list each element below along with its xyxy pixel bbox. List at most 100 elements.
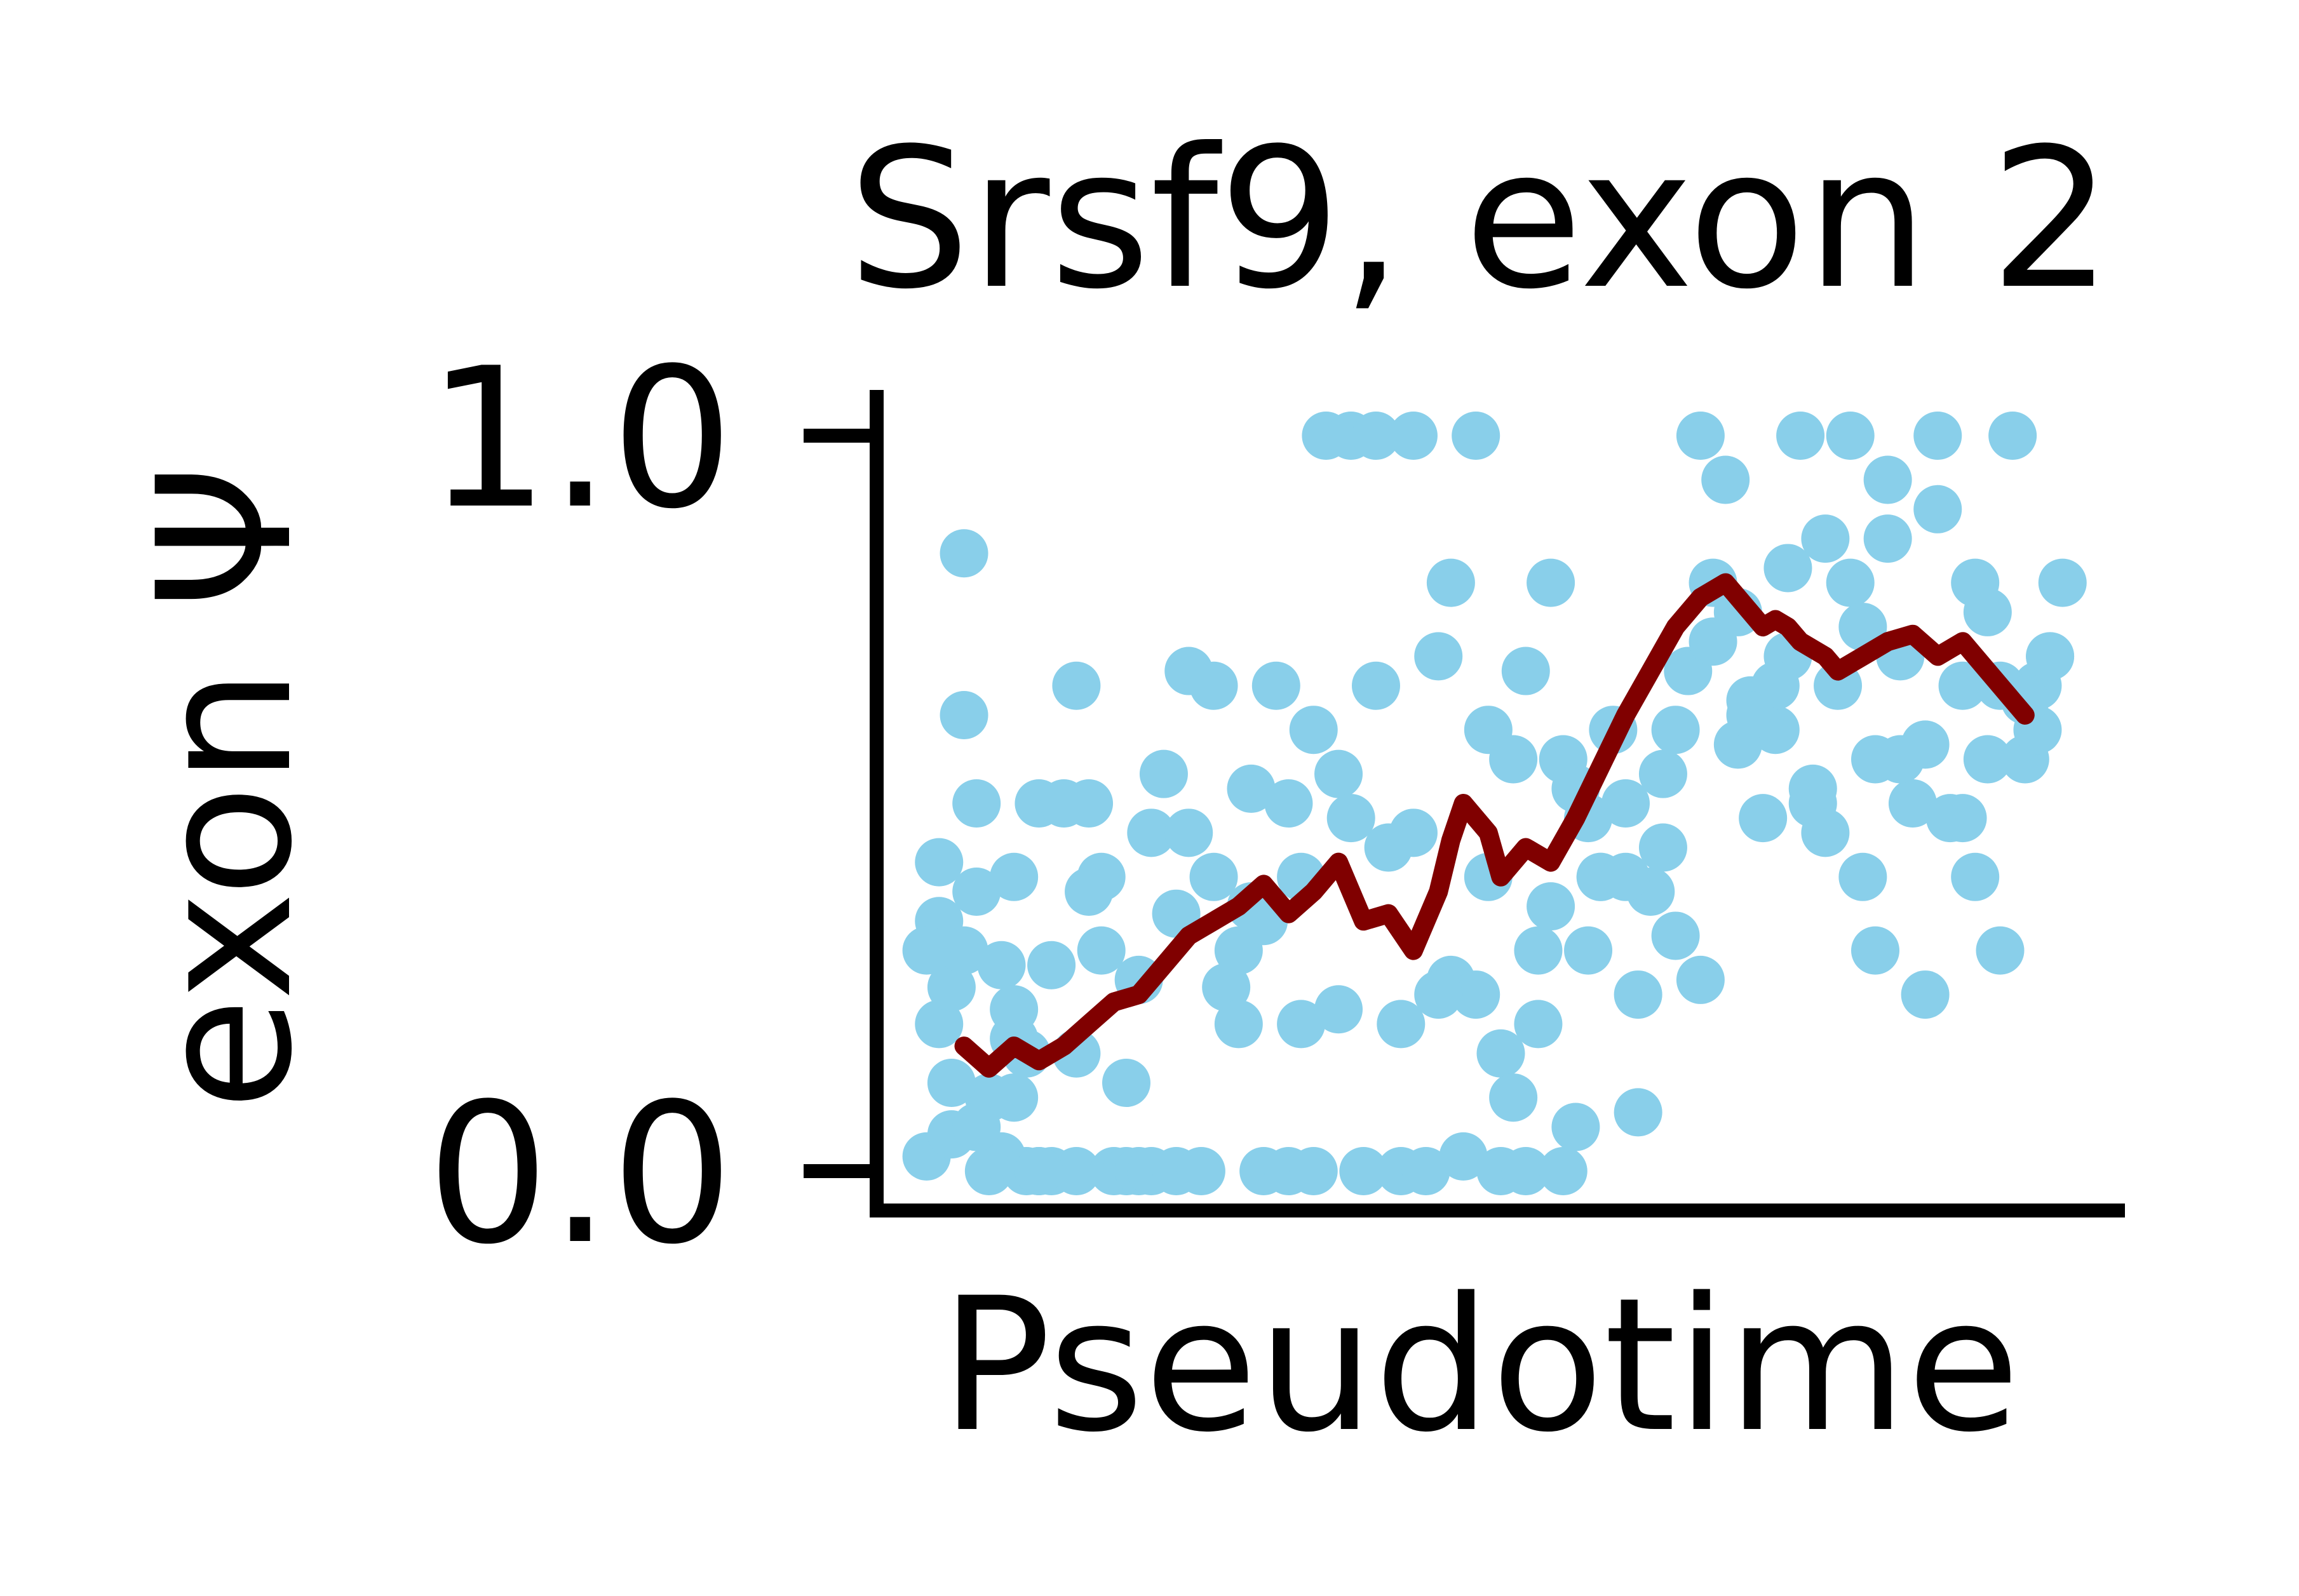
scatter-point [1901,970,1950,1019]
scatter-points [902,412,2087,1195]
scatter-point [1851,926,1899,975]
scatter-point [1452,970,1500,1019]
y-axis-label: exon Ψ [119,464,333,1111]
scatter-point [915,838,964,887]
scatter-point [1352,412,1400,460]
scatter-point [927,1059,976,1108]
scatter-point [1176,1147,1225,1195]
scatter-point [1876,735,1925,784]
scatter-point [1676,955,1725,1004]
scatter-point [1638,823,1687,872]
scatter-point [952,867,1001,916]
scatter-point [1277,1000,1326,1049]
scatter-point [1739,794,1788,843]
y-axis-ticks: 0.0 1.0 [427,326,877,1287]
scatter-point [1838,852,1887,901]
scatter-point [1489,735,1538,784]
scatter-point [1227,764,1276,813]
scatter-point [1776,412,1825,460]
scatter-point [1015,1147,1063,1195]
scatter-point [1564,926,1613,975]
scatter-point [952,1103,1001,1151]
scatter-point [902,926,951,975]
scatter-point [990,852,1039,901]
scatter-point [1551,1103,1600,1151]
scatter-point [1863,514,1912,563]
scatter-point [1052,1147,1101,1195]
scatter-point [1339,1147,1388,1195]
scatter-point [2026,632,2075,681]
trend-line [954,573,2035,1078]
scatter-point [1601,779,1650,828]
scatter-point [1963,735,2012,784]
scatter-point [1801,808,1850,857]
scatter-point [1389,808,1438,857]
scatter-point [1963,587,2012,636]
scatter-point [1251,661,1300,710]
scatter-point [990,985,1039,1034]
scatter-point [1489,1073,1538,1122]
scatter-point [1689,617,1737,666]
scatter-point [1065,867,1114,916]
scatter-point [1065,779,1114,828]
scatter-point [1314,985,1363,1034]
scatter-point [1077,926,1126,975]
scatter-point [1527,558,1575,607]
scatter-point [1826,558,1875,607]
scatter-point [927,963,976,1012]
scatter-point [1514,1000,1563,1049]
scatter-point [1801,514,1850,563]
scatter-point [1863,455,1912,504]
scatter-point [1389,412,1438,460]
scatter-point [1189,661,1238,710]
scatter-point [1289,706,1338,754]
scatter-point [2038,558,2087,607]
scatter-point [977,941,1026,989]
scatter-point [1377,1000,1426,1049]
scatter-point [1027,941,1076,989]
scatter-point [1264,779,1313,828]
scatter-point [1127,808,1176,857]
scatter-point [1052,661,1101,710]
scatter-point [1426,558,1475,607]
scatter-point [1651,706,1700,754]
scatter-point [1102,1059,1150,1108]
scatter-point [1289,1147,1338,1195]
scatter-point [1676,412,1725,460]
scatter-point [1938,661,1987,710]
scatter-point [1202,963,1251,1012]
scatter-point [1527,882,1575,931]
scatter-point [952,779,1001,828]
scatter-point [915,1000,964,1049]
scatter-point [1651,911,1700,960]
scatter-point [1601,852,1650,901]
scatter-point [1139,749,1188,798]
scatter-point [1701,455,1750,504]
x-axis-label: Pseudotime [940,1259,2020,1473]
y-tick-label: 0.0 [427,1062,734,1287]
scatter-point [1326,794,1375,843]
scatter-point [1214,1000,1263,1049]
scatter-point [1638,749,1687,798]
scatter-point [1988,412,2037,460]
scatter-point [1514,926,1563,975]
scatter-point [1414,632,1463,681]
scatter-point [1726,691,1775,740]
scatter-point [1164,808,1213,857]
chart-title: Srsf9, exon 2 [848,107,2113,332]
scatter-point [1614,1088,1662,1137]
scatter-point [1826,412,1875,460]
scatter-point [1913,485,1962,533]
scatter-point [940,691,988,740]
scatter-point [1352,661,1400,710]
scatter-point [1476,1029,1525,1078]
scatter-point [1189,852,1238,901]
scatter-point [1913,412,1962,460]
scatter-point [1976,926,2025,975]
scatter-point [1938,794,1987,843]
scatter-point [1888,779,1937,828]
scatter-point [1401,1147,1450,1195]
scatter-point [1501,647,1550,695]
scatter-point [940,529,988,578]
scatter-point [1788,764,1837,813]
